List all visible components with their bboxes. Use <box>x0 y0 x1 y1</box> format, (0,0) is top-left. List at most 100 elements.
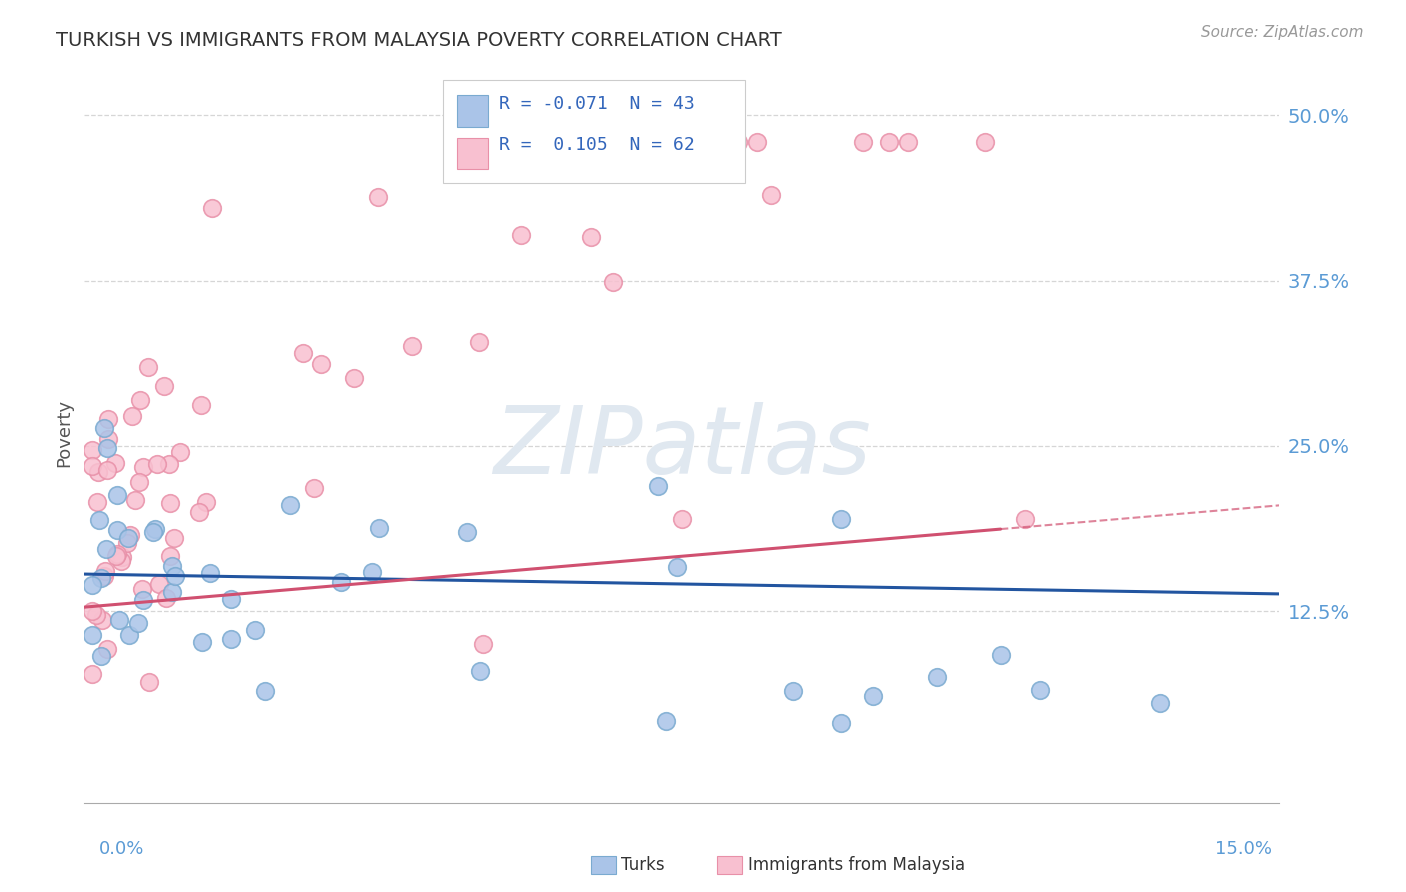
Point <box>361 565 384 579</box>
Point <box>97 412 120 426</box>
Point <box>115 536 138 550</box>
Point <box>1029 683 1052 698</box>
Point <box>191 635 214 649</box>
Point <box>91 613 114 627</box>
Point <box>759 187 782 202</box>
Point <box>157 457 180 471</box>
Point <box>602 275 624 289</box>
Point <box>82 578 104 592</box>
Text: Turks: Turks <box>621 856 665 874</box>
Point <box>201 201 224 215</box>
Point <box>655 714 678 728</box>
Point <box>671 511 693 525</box>
Point <box>82 458 104 473</box>
Point <box>862 690 884 704</box>
Point <box>897 135 920 149</box>
Point <box>93 421 115 435</box>
Point <box>82 443 104 458</box>
Point <box>510 227 533 242</box>
Point <box>90 649 112 664</box>
Point <box>118 528 141 542</box>
Point <box>468 665 491 679</box>
Point <box>200 566 222 581</box>
Point <box>131 582 153 596</box>
Point <box>830 511 852 525</box>
Point <box>104 457 127 471</box>
Point <box>302 482 325 496</box>
Point <box>82 628 104 642</box>
Point <box>727 135 749 149</box>
Point <box>877 135 900 149</box>
Point <box>131 592 153 607</box>
Point <box>97 432 120 446</box>
Point <box>665 559 688 574</box>
Point <box>243 623 266 637</box>
Point <box>138 675 160 690</box>
Point <box>142 524 165 539</box>
Point <box>974 135 997 149</box>
Text: ZIPatlas: ZIPatlas <box>494 402 870 493</box>
Text: R =  0.105  N = 62: R = 0.105 N = 62 <box>499 136 695 154</box>
Point <box>163 531 186 545</box>
Point <box>121 409 143 423</box>
Point <box>90 571 112 585</box>
Point <box>990 648 1012 662</box>
Point <box>129 392 152 407</box>
Point <box>368 521 391 535</box>
Point <box>117 531 139 545</box>
Point <box>221 591 243 606</box>
Point <box>86 495 108 509</box>
Point <box>367 190 389 204</box>
Point <box>118 628 141 642</box>
Point <box>82 667 104 681</box>
Point <box>96 463 118 477</box>
Point <box>194 495 217 509</box>
Point <box>160 585 183 599</box>
Point <box>456 524 478 539</box>
Point <box>124 493 146 508</box>
Point <box>1014 511 1036 525</box>
Point <box>148 576 170 591</box>
Point <box>160 558 183 573</box>
Point <box>110 554 132 568</box>
Point <box>468 335 491 350</box>
Point <box>647 478 669 492</box>
Point <box>221 632 243 647</box>
Point <box>108 613 131 627</box>
Point <box>136 359 159 374</box>
Point <box>86 465 108 479</box>
Point <box>311 357 333 371</box>
Text: TURKISH VS IMMIGRANTS FROM MALAYSIA POVERTY CORRELATION CHART: TURKISH VS IMMIGRANTS FROM MALAYSIA POVE… <box>56 31 782 50</box>
Point <box>93 569 115 583</box>
Point <box>96 641 118 656</box>
Point <box>107 547 129 561</box>
Point <box>87 513 110 527</box>
Point <box>132 460 155 475</box>
Point <box>343 371 366 385</box>
Point <box>401 339 423 353</box>
Point <box>145 522 167 536</box>
Point <box>254 684 277 698</box>
Point <box>105 524 128 538</box>
Point <box>745 135 768 149</box>
Text: Source: ZipAtlas.com: Source: ZipAtlas.com <box>1201 25 1364 40</box>
Point <box>163 569 186 583</box>
Point <box>852 135 875 149</box>
Point <box>145 457 167 471</box>
Point <box>111 549 134 564</box>
Point <box>104 549 127 564</box>
Point <box>159 495 181 509</box>
Point <box>830 716 852 731</box>
Point <box>84 607 107 622</box>
Point <box>96 441 118 455</box>
Point <box>329 575 352 590</box>
Point <box>93 564 115 578</box>
Point <box>153 379 176 393</box>
Text: Immigrants from Malaysia: Immigrants from Malaysia <box>748 856 965 874</box>
Point <box>1149 696 1171 710</box>
Y-axis label: Poverty: Poverty <box>55 399 73 467</box>
Point <box>155 591 177 605</box>
Point <box>292 346 315 360</box>
Text: R = -0.071  N = 43: R = -0.071 N = 43 <box>499 95 695 113</box>
Point <box>471 637 494 651</box>
